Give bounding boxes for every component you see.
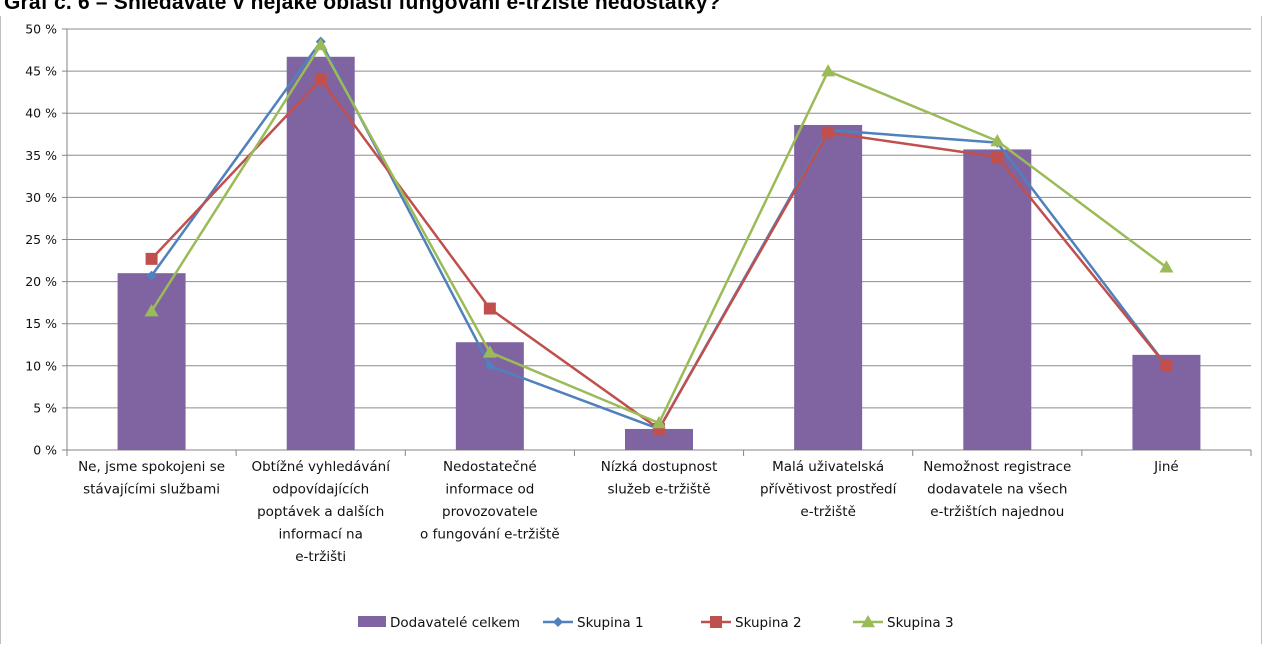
bar — [963, 149, 1032, 450]
chart-title: Graf č. 6 – Shledáváte v nějaké oblasti … — [4, 0, 721, 14]
series-point — [483, 302, 496, 315]
y-tick-label: 50 % — [25, 22, 57, 37]
legend-label: Skupina 2 — [735, 615, 802, 631]
series-point — [144, 304, 159, 317]
legend-swatch — [358, 616, 386, 627]
bars — [117, 56, 1201, 450]
series-point — [145, 252, 158, 265]
x-category-label-line: služeb e-tržiště — [607, 482, 710, 498]
series-point — [313, 37, 328, 51]
x-category-label-line: dodavatele na všech — [927, 482, 1067, 498]
bar — [794, 124, 863, 450]
x-category-label-line: Malá uživatelská — [772, 459, 884, 475]
y-tick-label: 15 % — [25, 316, 57, 331]
series-point — [991, 150, 1004, 163]
y-tick-label: 20 % — [25, 274, 57, 289]
y-tick-label: 0 % — [33, 443, 57, 458]
x-category-label-line: e-tržištích najednou — [930, 504, 1064, 520]
x-category-label-line: odpovídajících — [272, 482, 369, 498]
series-point — [1160, 359, 1173, 372]
series-point — [484, 360, 495, 371]
x-category-label-line: poptávek a dalších — [257, 504, 384, 520]
chart-svg: 0 % 5 % 10 % 15 % 20 % 25 % 30 % 35 % 40 % 45 % 50… — [25, 22, 1252, 631]
series-markers — [144, 36, 1174, 435]
legend-label: Dodavatelé celkem — [390, 615, 520, 631]
x-category-label: Malá uživatelská přívětivost prostředí e-t… — [760, 459, 898, 520]
series-point — [482, 345, 497, 358]
chart-frame: 0 % 5 % 10 % 15 % 20 % 25 % 30 % 35 % 40 % 45 % 50… — [0, 16, 1262, 644]
gridlines — [67, 28, 1251, 409]
y-tick-label: 25 % — [25, 232, 57, 247]
series-point — [710, 616, 722, 628]
bar — [455, 342, 524, 450]
series-point — [821, 64, 836, 77]
series-point — [990, 133, 1005, 147]
x-category-label: Obtížné vyhledávání odpovídajících poptáve… — [251, 459, 391, 565]
x-category-label-line: stávajícími službami — [83, 482, 220, 498]
x-category-label: Nízká dostupnost služeb e-tržiště — [601, 459, 718, 498]
series-point — [314, 73, 327, 86]
legend-label: Skupina 3 — [887, 615, 954, 631]
y-tick-label: 35 % — [25, 148, 57, 163]
x-category-label: Nemožnost registrace dodavatele na všech e… — [923, 459, 1071, 520]
y-tick-label: 40 % — [25, 106, 57, 121]
x-category-label-line: Nemožnost registrace — [923, 459, 1071, 475]
series-point — [652, 416, 666, 429]
x-category-label: Ne, jsme spokojeni se stávajícími službam… — [78, 459, 225, 498]
y-tick-label: 45 % — [25, 64, 57, 79]
x-category-labels: Ne, jsme spokojeni se stávajícími službam… — [78, 459, 1179, 565]
legend-label: Skupina 1 — [577, 615, 644, 631]
x-category-label-line: Ne, jsme spokojeni se — [78, 459, 225, 475]
bar — [625, 428, 693, 450]
legend: Dodavatelé celkem Skupina 1 Skupina 2 Skupi… — [358, 615, 954, 631]
x-category-label-line: provozovatele — [442, 504, 538, 520]
x-category-label-line: Nedostatečné — [443, 459, 537, 475]
x-category-label-line: informací na — [279, 527, 363, 543]
x-category-label-line: e-tržišti — [295, 549, 346, 565]
bar — [286, 56, 355, 450]
x-category-label: Nedostatečné informace od provozovatele o f… — [420, 459, 560, 543]
bar — [117, 273, 186, 450]
series-point — [861, 615, 875, 628]
y-tick-labels: 0 % 5 % 10 % 15 % 20 % 25 % 30 % 35 % 40 % 45 % 50… — [25, 22, 57, 458]
x-category-label-line: přívětivost prostředí — [760, 482, 898, 498]
series-point — [822, 126, 835, 139]
x-category-label: Jiné — [1153, 459, 1179, 475]
x-category-label-line: informace od — [445, 482, 534, 498]
x-category-label-line: Jiné — [1153, 459, 1179, 475]
y-tick-label: 5 % — [33, 400, 57, 415]
x-category-label-line: Obtížné vyhledávání — [251, 459, 391, 475]
series-point — [1159, 260, 1174, 273]
x-category-label-line: e-tržiště — [800, 504, 856, 520]
y-tick-label: 10 % — [25, 358, 57, 373]
x-category-label-line: Nízká dostupnost — [601, 459, 718, 475]
series-point — [553, 617, 563, 627]
y-tick-label: 30 % — [25, 190, 57, 205]
series-point — [146, 270, 157, 281]
x-category-label-line: o fungování e-tržiště — [420, 527, 560, 543]
